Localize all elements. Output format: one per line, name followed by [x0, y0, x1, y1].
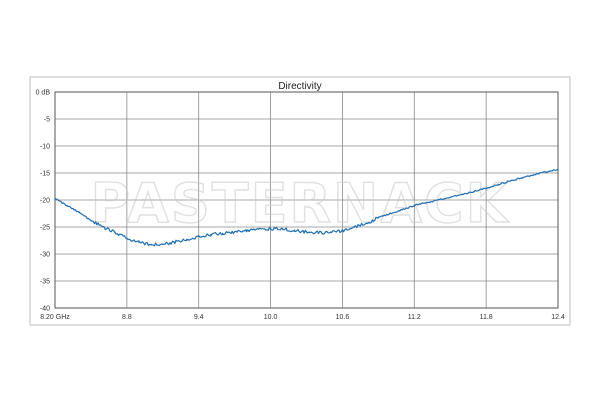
y-tick-label: -10 — [40, 144, 50, 151]
data-point — [521, 177, 523, 179]
y-axis-tick-labels: 0 dB -5 -10 -15 -20 -25 -30 -35 -40 — [36, 90, 51, 313]
y-tick-label: 0 dB — [36, 90, 51, 97]
data-point — [198, 236, 200, 238]
y-tick-label: -30 — [40, 252, 50, 259]
data-point — [425, 202, 427, 204]
x-axis-tick-labels: 8.20 GHz 8.8 9.4 10.0 10.6 11.2 11.8 12.4 — [40, 314, 565, 321]
data-point — [389, 212, 391, 215]
chart-outer-frame — [29, 76, 571, 326]
x-tick-label: 10.6 — [336, 314, 350, 321]
data-point — [305, 231, 308, 233]
data-point — [485, 187, 487, 189]
data-point — [150, 244, 152, 246]
data-point — [210, 233, 212, 236]
data-point — [533, 173, 535, 176]
data-point — [257, 228, 260, 230]
y-tick-label: -15 — [40, 171, 50, 178]
x-tick-label: 12.4 — [551, 314, 565, 321]
data-point — [353, 226, 356, 228]
data-point — [233, 231, 236, 233]
data-point — [293, 229, 296, 231]
data-point — [509, 180, 511, 182]
watermark-text: PASTERNACK — [90, 172, 509, 235]
data-point — [174, 241, 176, 243]
data-point — [365, 222, 368, 224]
data-point — [557, 168, 559, 170]
y-tick-label: -25 — [40, 225, 50, 232]
data-point — [413, 204, 415, 207]
x-tick-label: 8.8 — [122, 314, 132, 321]
data-point — [449, 196, 451, 198]
data-point — [245, 229, 248, 231]
chart-title: Directivity — [278, 81, 321, 92]
series-layer — [54, 168, 559, 247]
data-point — [102, 226, 104, 228]
data-point — [461, 193, 463, 196]
data-point — [54, 198, 56, 200]
data-point — [186, 238, 188, 241]
y-tick-label: -5 — [44, 117, 50, 124]
data-point — [66, 204, 68, 207]
data-point — [401, 209, 403, 211]
data-point — [329, 231, 332, 234]
x-tick-label: 11.2 — [408, 314, 421, 321]
data-point — [317, 232, 320, 234]
data-point — [78, 211, 80, 214]
x-tick-label: 10.0 — [264, 314, 278, 321]
data-point — [269, 227, 272, 230]
x-tick-label: 9.4 — [194, 314, 204, 321]
data-point — [138, 241, 140, 243]
data-point — [114, 231, 116, 234]
x-tick-label: 11.8 — [480, 314, 493, 321]
data-point — [90, 219, 92, 222]
data-point — [341, 230, 344, 232]
y-tick-label: -20 — [40, 198, 50, 205]
data-point — [545, 171, 547, 173]
data-point — [473, 190, 475, 193]
data-point — [497, 183, 499, 185]
data-point — [281, 228, 284, 230]
data-point — [222, 232, 224, 235]
data-point — [162, 243, 164, 245]
y-tick-label: -35 — [40, 279, 50, 286]
data-point — [437, 199, 439, 201]
plot-area-border — [54, 91, 559, 309]
data-point — [126, 237, 128, 239]
y-tick-label: -40 — [40, 306, 50, 313]
x-tick-label: 8.20 GHz — [40, 314, 70, 321]
data-point — [377, 217, 380, 219]
